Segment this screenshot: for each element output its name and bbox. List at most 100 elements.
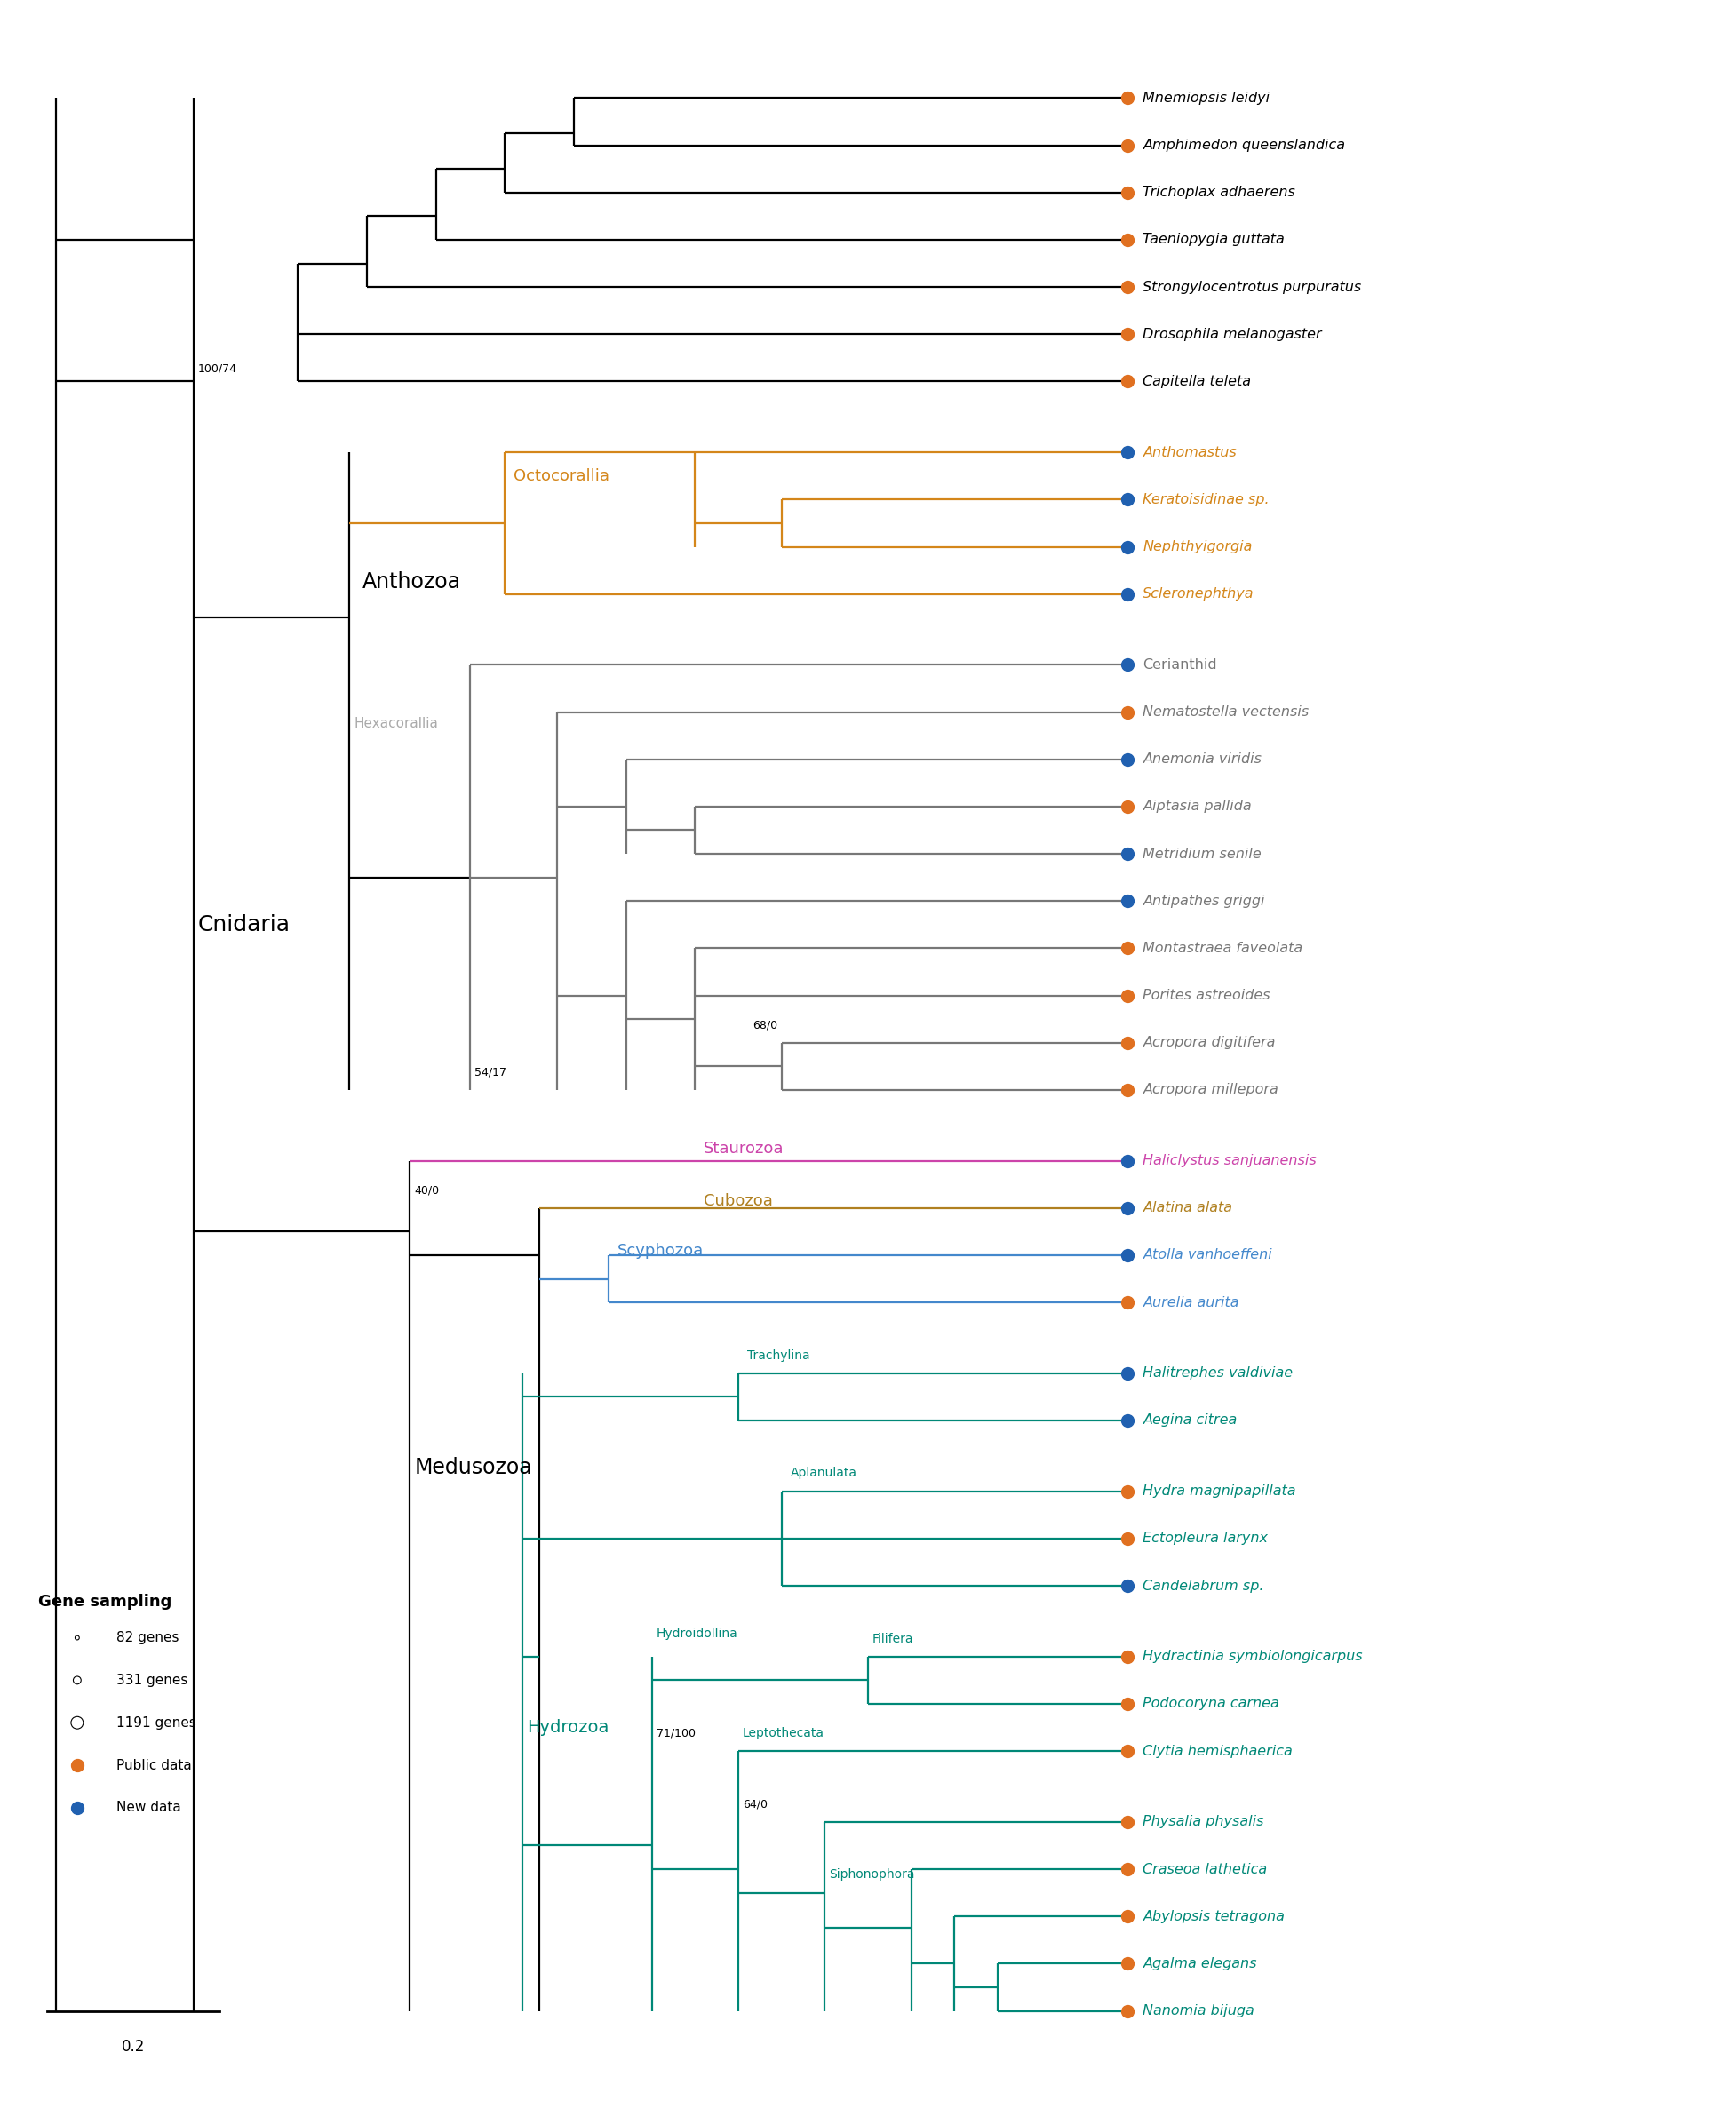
Text: Aplanulata: Aplanulata [790, 1468, 858, 1481]
Point [1113, 483, 1141, 517]
Text: Trachylina: Trachylina [746, 1350, 809, 1362]
Text: Octocorallia: Octocorallia [514, 468, 609, 483]
Point [1113, 224, 1141, 257]
Text: 331 genes: 331 genes [116, 1675, 187, 1687]
Text: Leptothecata: Leptothecata [743, 1727, 825, 1740]
Text: Acropora digitifera: Acropora digitifera [1142, 1036, 1276, 1050]
Point [1113, 1993, 1141, 2027]
Text: Craseoa lathetica: Craseoa lathetica [1142, 1862, 1267, 1875]
Text: Aiptasia pallida: Aiptasia pallida [1142, 799, 1252, 814]
Point [1113, 1356, 1141, 1390]
Text: Hydrozoa: Hydrozoa [526, 1719, 609, 1736]
Point [1113, 837, 1141, 871]
Text: Staurozoa: Staurozoa [703, 1141, 785, 1158]
Point [1113, 1025, 1141, 1059]
Point [62, 1706, 90, 1740]
Text: 71/100: 71/100 [656, 1727, 696, 1740]
Text: Anthozoa: Anthozoa [363, 572, 462, 593]
Text: 54/17: 54/17 [474, 1067, 507, 1078]
Text: Scyphozoa: Scyphozoa [618, 1242, 703, 1259]
Text: Filifera: Filifera [871, 1632, 913, 1645]
Point [1113, 1641, 1141, 1675]
Text: 40/0: 40/0 [415, 1185, 439, 1196]
Text: Anemonia viridis: Anemonia viridis [1142, 753, 1262, 766]
Text: Candelabrum sp.: Candelabrum sp. [1142, 1580, 1264, 1592]
Text: Ectopleura larynx: Ectopleura larynx [1142, 1531, 1267, 1546]
Text: Hexacorallia: Hexacorallia [354, 717, 437, 730]
Point [62, 1622, 90, 1656]
Point [1113, 1405, 1141, 1438]
Text: New data: New data [116, 1801, 181, 1814]
Point [1113, 529, 1141, 563]
Text: Nephthyigorgia: Nephthyigorgia [1142, 540, 1252, 553]
Point [1113, 1238, 1141, 1272]
Text: Trichoplax adhaerens: Trichoplax adhaerens [1142, 186, 1295, 198]
Text: Nanomia bijuga: Nanomia bijuga [1142, 2004, 1255, 2018]
Text: Drosophila melanogaster: Drosophila melanogaster [1142, 327, 1323, 342]
Text: Anthomastus: Anthomastus [1142, 445, 1236, 460]
Text: Aurelia aurita: Aurelia aurita [1142, 1295, 1240, 1310]
Point [1113, 1805, 1141, 1839]
Text: Agalma elegans: Agalma elegans [1142, 1957, 1257, 1970]
Point [1113, 1143, 1141, 1177]
Point [62, 1664, 90, 1698]
Point [62, 1791, 90, 1824]
Point [1113, 1192, 1141, 1225]
Text: Aegina citrea: Aegina citrea [1142, 1413, 1238, 1428]
Point [1113, 932, 1141, 966]
Text: 64/0: 64/0 [743, 1799, 767, 1810]
Text: Podocoryna carnea: Podocoryna carnea [1142, 1698, 1279, 1710]
Text: Acropora millepora: Acropora millepora [1142, 1084, 1278, 1097]
Point [1113, 742, 1141, 776]
Point [1113, 1947, 1141, 1980]
Point [1113, 1687, 1141, 1721]
Point [1113, 129, 1141, 162]
Point [1113, 365, 1141, 399]
Text: Atolla vanhoeffeni: Atolla vanhoeffeni [1142, 1249, 1272, 1261]
Text: Haliclystus sanjuanensis: Haliclystus sanjuanensis [1142, 1154, 1318, 1168]
Text: Hydractinia symbiolongicarpus: Hydractinia symbiolongicarpus [1142, 1649, 1363, 1664]
Point [1113, 270, 1141, 304]
Point [62, 1748, 90, 1782]
Text: 1191 genes: 1191 genes [116, 1717, 196, 1729]
Point [1113, 884, 1141, 917]
Point [1113, 696, 1141, 730]
Text: Scleronephthya: Scleronephthya [1142, 588, 1255, 601]
Text: Hydra magnipapillata: Hydra magnipapillata [1142, 1485, 1297, 1497]
Text: Amphimedon queenslandica: Amphimedon queenslandica [1142, 139, 1345, 152]
Text: Antipathes griggi: Antipathes griggi [1142, 894, 1266, 907]
Point [1113, 1900, 1141, 1934]
Text: Capitella teleta: Capitella teleta [1142, 375, 1252, 388]
Point [1113, 979, 1141, 1012]
Text: Keratoisidinae sp.: Keratoisidinae sp. [1142, 494, 1269, 506]
Text: Hydroidollina: Hydroidollina [656, 1628, 738, 1641]
Text: Siphonophora: Siphonophora [830, 1869, 915, 1881]
Point [1113, 1073, 1141, 1107]
Text: Nematostella vectensis: Nematostella vectensis [1142, 704, 1309, 719]
Text: Halitrephes valdiviae: Halitrephes valdiviae [1142, 1367, 1293, 1379]
Point [1113, 1523, 1141, 1556]
Point [1113, 647, 1141, 681]
Text: Clytia hemisphaerica: Clytia hemisphaerica [1142, 1744, 1293, 1757]
Text: Abylopsis tetragona: Abylopsis tetragona [1142, 1911, 1285, 1923]
Text: 68/0: 68/0 [752, 1019, 778, 1031]
Text: Metridium senile: Metridium senile [1142, 848, 1262, 860]
Text: Physalia physalis: Physalia physalis [1142, 1816, 1264, 1829]
Text: Alatina alata: Alatina alata [1142, 1202, 1233, 1215]
Text: Cnidaria: Cnidaria [198, 913, 290, 934]
Text: Montastraea faveolata: Montastraea faveolata [1142, 941, 1304, 955]
Point [1113, 175, 1141, 209]
Text: 0.2: 0.2 [122, 2039, 146, 2054]
Text: 100/74: 100/74 [198, 363, 238, 375]
Text: Public data: Public data [116, 1759, 191, 1772]
Point [1113, 318, 1141, 352]
Text: Gene sampling: Gene sampling [38, 1594, 172, 1609]
Text: Mnemiopsis leidyi: Mnemiopsis leidyi [1142, 91, 1271, 105]
Point [1113, 578, 1141, 612]
Point [1113, 789, 1141, 823]
Point [1113, 82, 1141, 116]
Point [1113, 434, 1141, 468]
Point [1113, 1474, 1141, 1508]
Point [1113, 1852, 1141, 1885]
Point [1113, 1569, 1141, 1603]
